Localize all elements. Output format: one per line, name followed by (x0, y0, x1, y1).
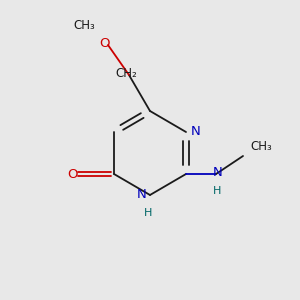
Text: CH₃: CH₃ (250, 140, 272, 154)
Text: O: O (67, 167, 77, 181)
Text: O: O (100, 37, 110, 50)
Text: H: H (213, 185, 222, 196)
Text: N: N (137, 188, 147, 202)
Text: CH₃: CH₃ (73, 19, 95, 32)
Text: H: H (144, 208, 153, 218)
Text: CH₂: CH₂ (115, 67, 137, 80)
Text: N: N (213, 166, 222, 179)
Text: N: N (190, 125, 200, 139)
